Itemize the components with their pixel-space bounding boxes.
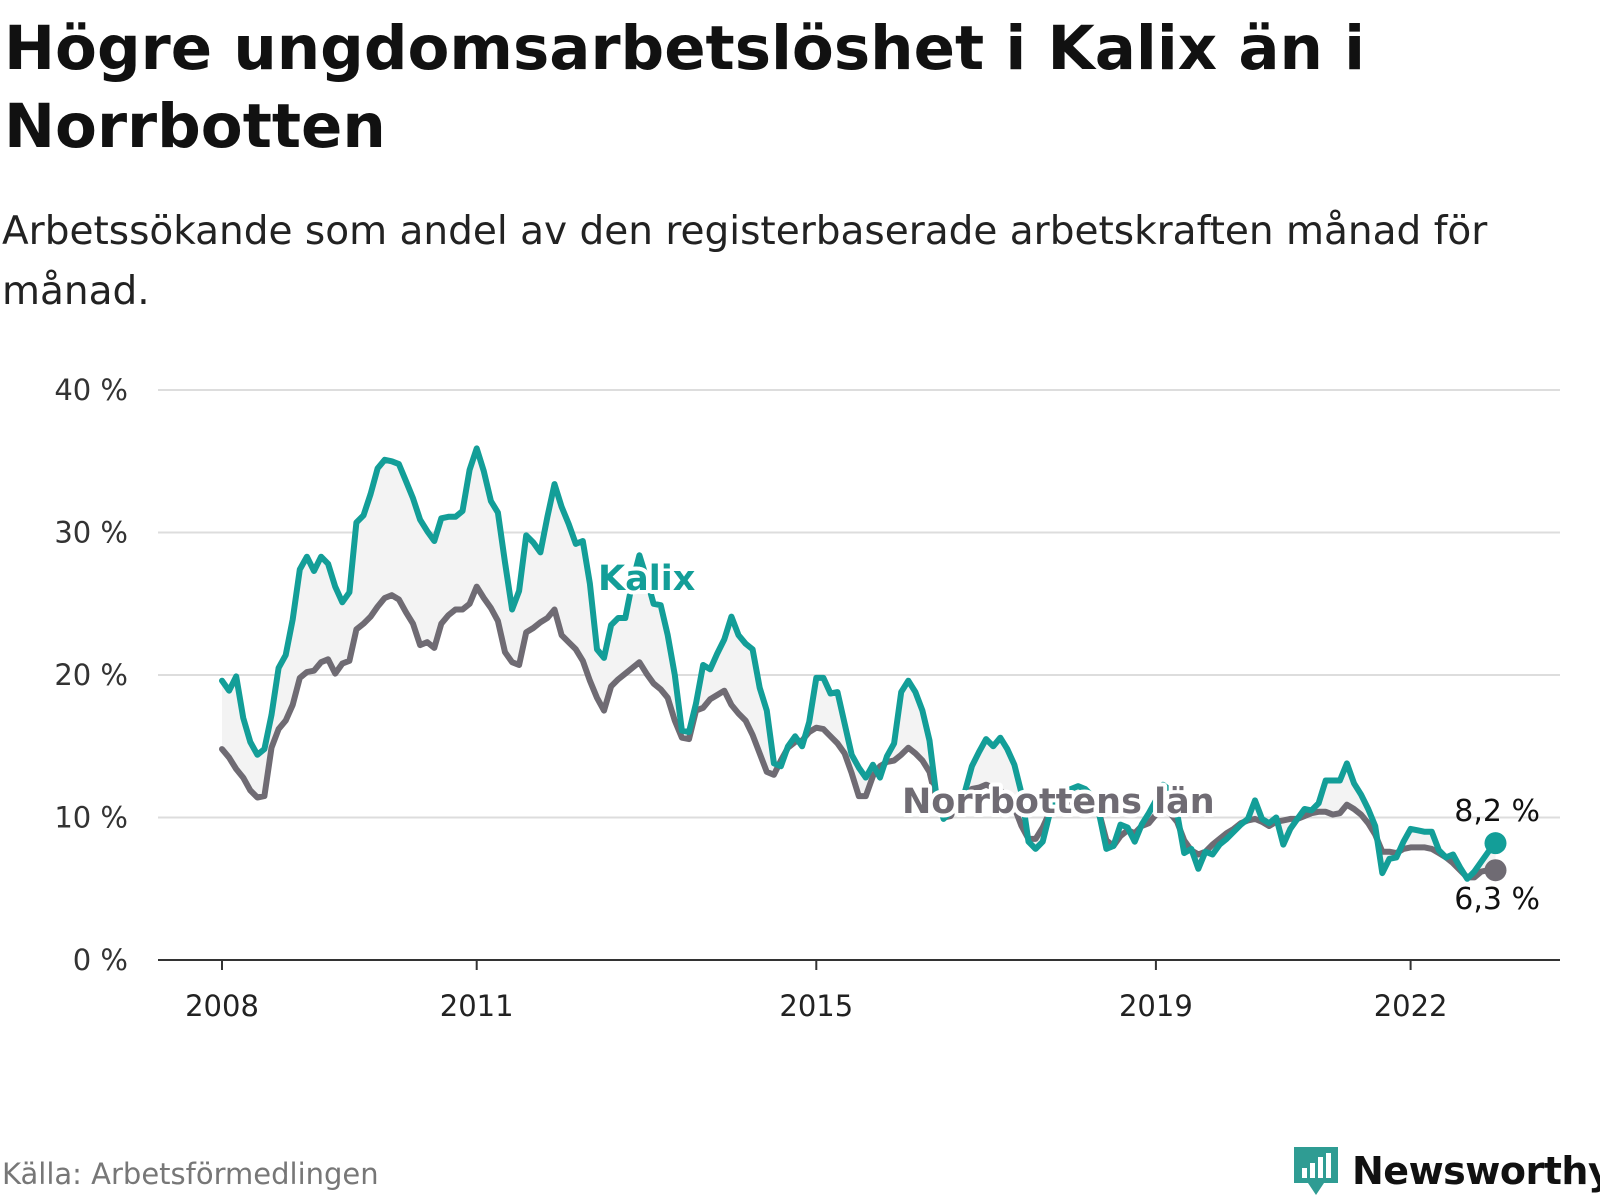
series-label-norrbottens-lan: Norrbottens län (902, 782, 1215, 822)
brand-name: Newsworthy (1352, 1149, 1600, 1193)
end-label-kalix: 8,2 % (1454, 794, 1540, 829)
chart-subtitle: Arbetssökande som andel av den registerb… (2, 209, 1488, 314)
difference-band (222, 448, 1496, 879)
x-tick-label: 2011 (440, 989, 514, 1023)
source-note: Källa: Arbetsförmedlingen (2, 1157, 379, 1191)
y-tick-label: 30 % (54, 516, 128, 550)
y-tick-label: 20 % (54, 658, 128, 692)
x-tick-label: 2015 (779, 989, 853, 1023)
series-line-norrbottens-lan (219, 583, 1499, 881)
brand-logo: Newsworthy (1290, 1143, 1600, 1199)
end-point-kalix (1484, 832, 1507, 855)
y-tick-label: 40 % (54, 373, 128, 407)
x-tick-label: 2022 (1374, 989, 1448, 1023)
y-tick-label: 10 % (54, 801, 128, 835)
y-axis: 0 % 10 % 20 % 30 % 40 % (54, 373, 128, 977)
line-chart: 0 % 10 % 20 % 30 % 40 % 2008 2011 2015 2019 2022… (54, 373, 1560, 1023)
end-label-norrbottens-lan: 6,3 % (1454, 882, 1540, 917)
end-point-norrbottens-lan (1484, 859, 1507, 882)
series-label-kalix: Kalix (598, 559, 696, 599)
x-axis: 2008 2011 2015 2019 2022 (185, 960, 1448, 1023)
chart-title: Högre ungdomsarbetslöshet i Kalix än i N… (4, 13, 1366, 162)
gridlines (158, 389, 1560, 819)
newsworthy-logo-icon (1294, 1147, 1338, 1195)
x-tick-label: 2008 (185, 989, 259, 1023)
y-tick-label: 0 % (73, 943, 128, 977)
x-tick-label: 2019 (1119, 989, 1193, 1023)
series-line-kalix (219, 445, 1499, 882)
